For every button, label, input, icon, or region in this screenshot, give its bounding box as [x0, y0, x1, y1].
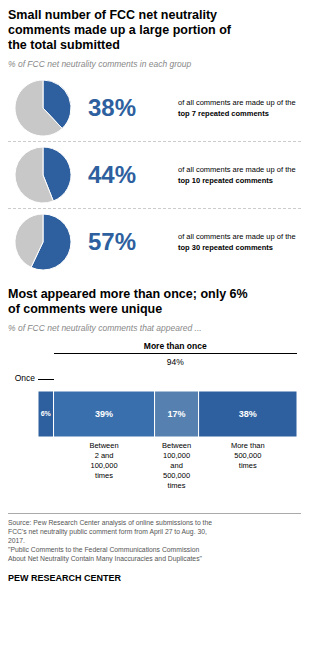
html-text:top 7 repeated comments: top 7 repeated comments — [178, 109, 269, 118]
html-text:94%: 94% — [166, 357, 184, 367]
html-text:44%: 44% — [88, 161, 136, 188]
html-text:% of FCC net neutrality commen: % of FCC net neutrality comments that ap… — [8, 323, 202, 333]
html-text:Small number of FCC net neutra: Small number of FCC net neutrality comme… — [8, 8, 231, 52]
html-text:38%: 38% — [88, 94, 136, 121]
html-text:More than 500,000 times: More than 500,000 times — [230, 441, 265, 470]
html-text:Between 100,000 and 500,000 ti: Between 100,000 and 500,000 times — [162, 441, 192, 490]
html-text:top 10 repeated comments: top 10 repeated comments — [178, 176, 273, 185]
html-text:of all comments are made up of: of all comments are made up of the — [178, 165, 296, 174]
svg-text:38%: 38% — [239, 409, 257, 419]
html-text:Once: Once — [14, 373, 35, 383]
svg-text:6%: 6% — [41, 410, 52, 417]
html-text:Source: Pew Research Center an: Source: Pew Research Center analysis of … — [8, 519, 212, 562]
html-text:top 30 repeated comments: top 30 repeated comments — [178, 243, 273, 252]
svg-text:39%: 39% — [95, 409, 113, 419]
html-text:57%: 57% — [88, 228, 136, 255]
svg-text:17%: 17% — [168, 409, 186, 419]
html-text:of all comments are made up of: of all comments are made up of the — [178, 98, 296, 107]
html-text:PEW RESEARCH CENTER: PEW RESEARCH CENTER — [8, 573, 121, 583]
html-text:Most appeared more than once;: Most appeared more than once; only 6% of… — [8, 287, 248, 316]
html-text:of all comments are made up of: of all comments are made up of the — [178, 232, 296, 241]
html-text:Between 2 and 100,000 times: Between 2 and 100,000 times — [89, 441, 119, 480]
html-text:More than once: More than once — [143, 341, 207, 351]
html-text:% of FCC net neutrality commen: % of FCC net neutrality comments in each… — [8, 59, 192, 69]
